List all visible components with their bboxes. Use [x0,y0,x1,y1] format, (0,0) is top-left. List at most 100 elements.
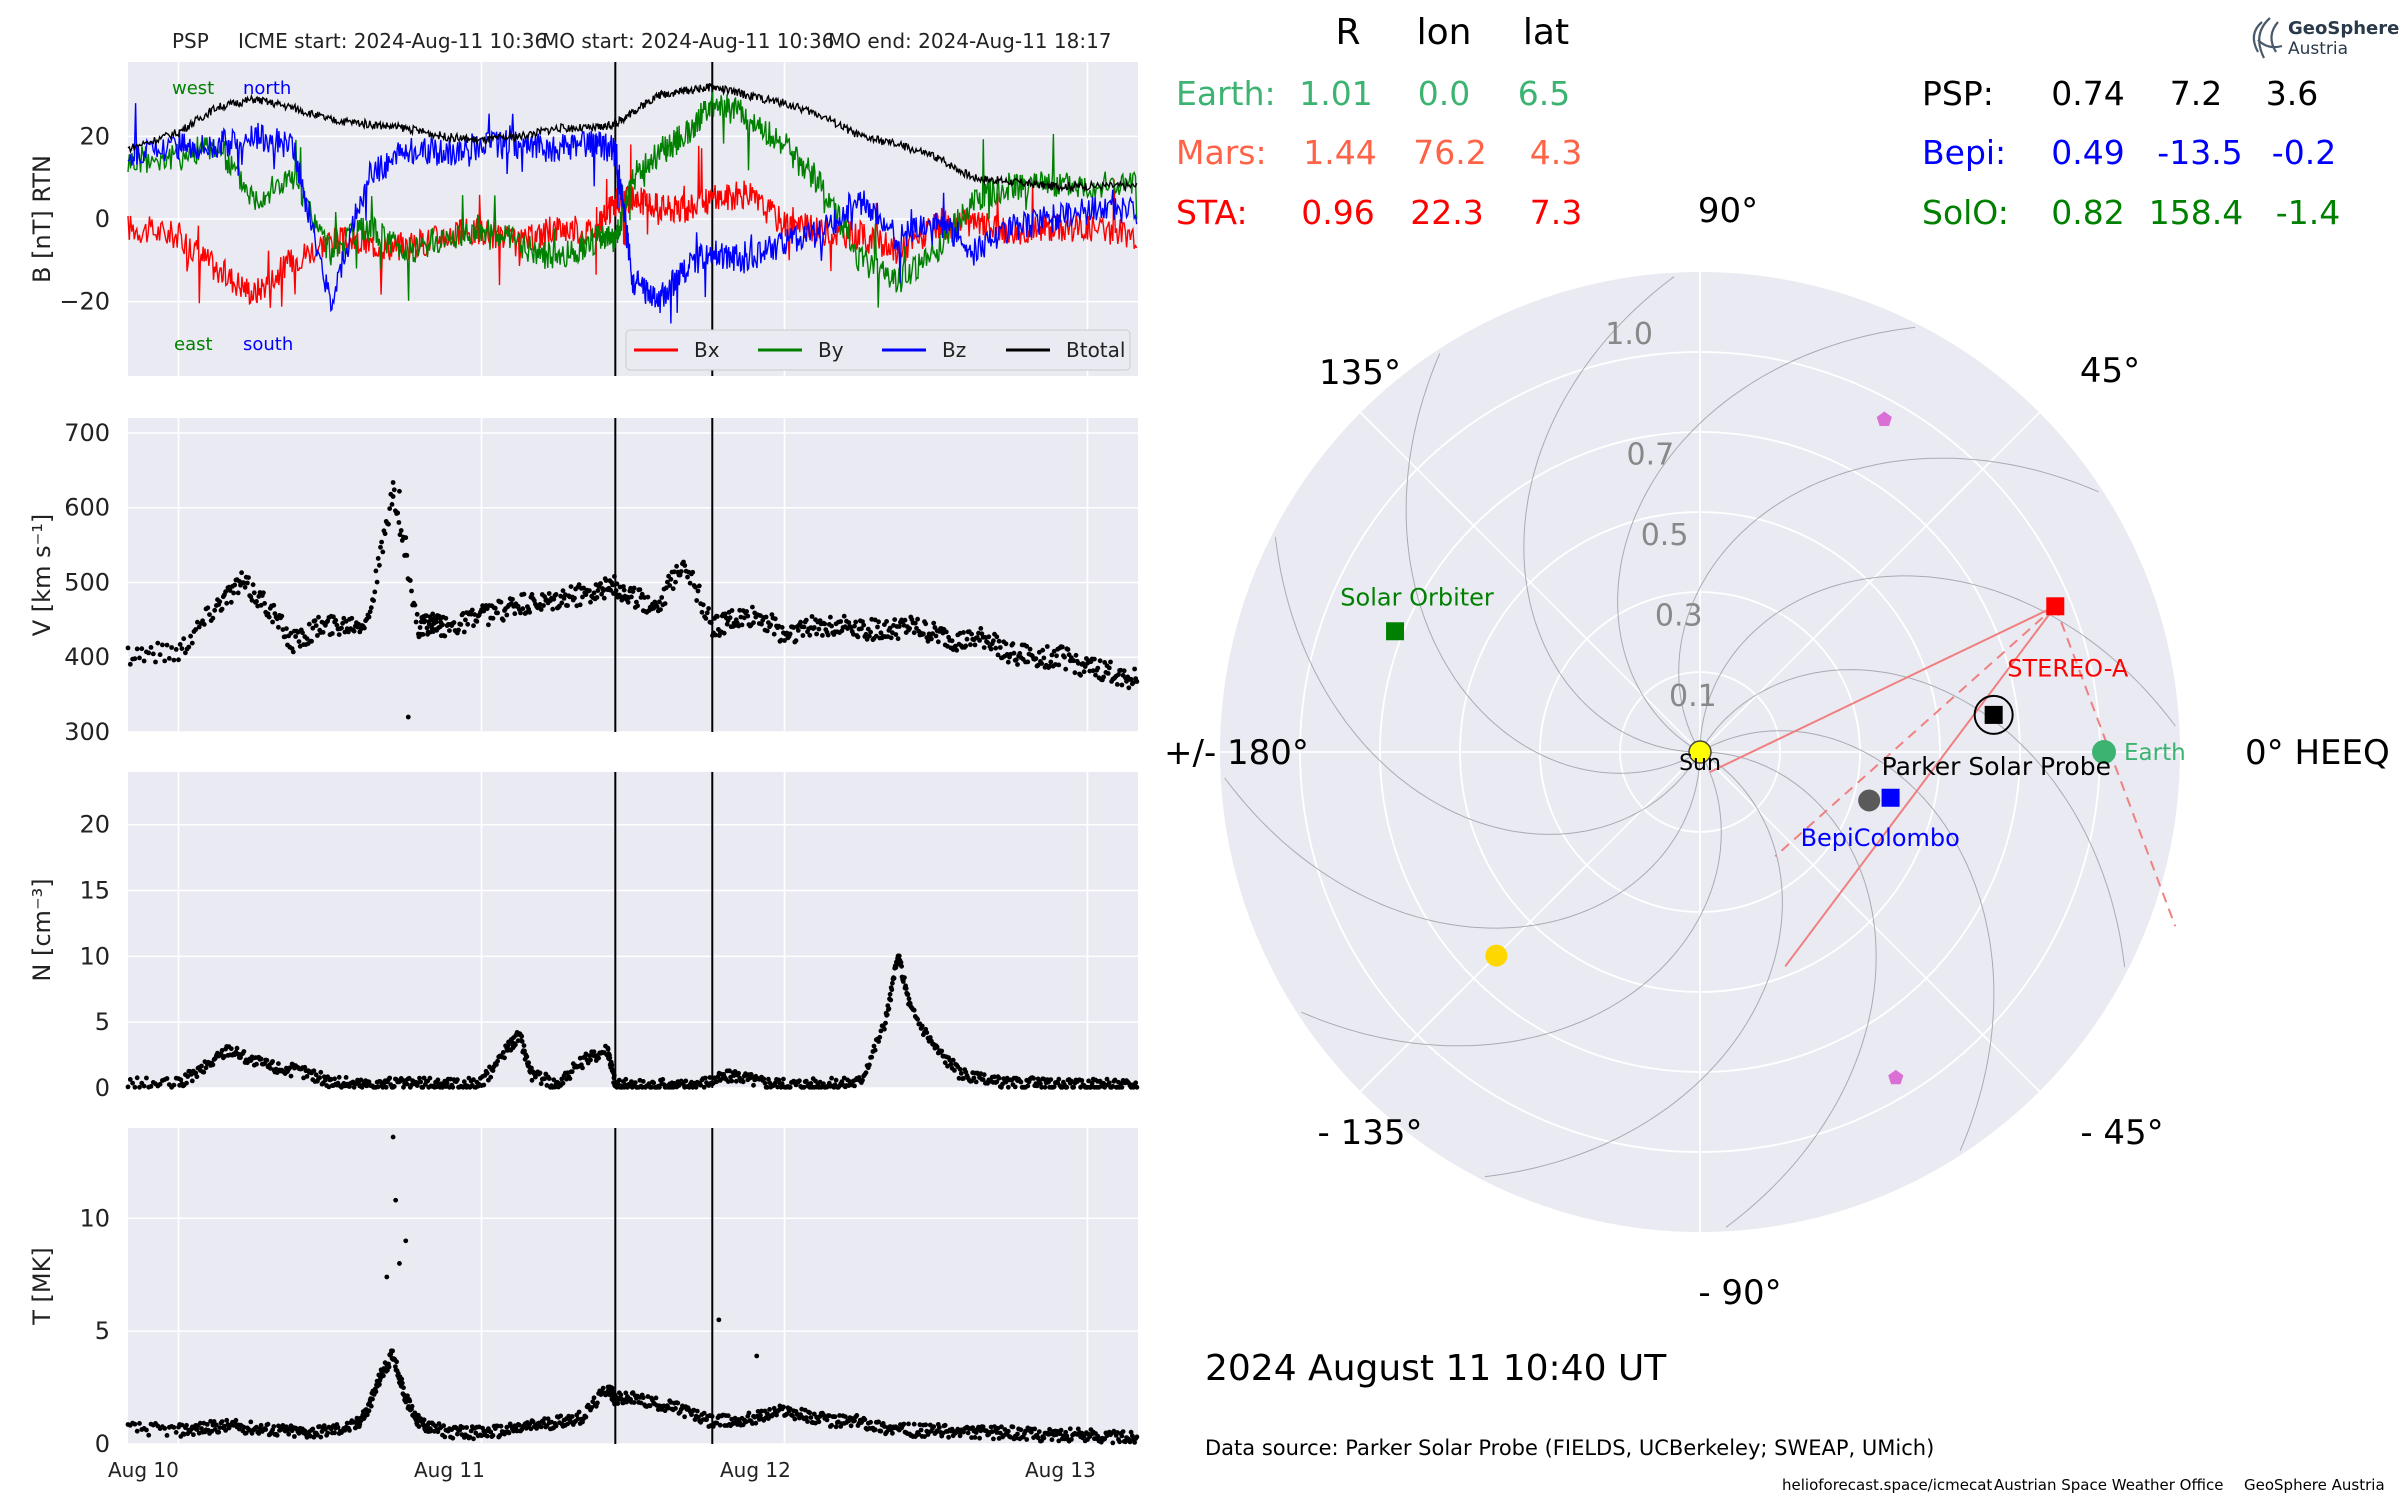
point-speed [1065,647,1071,652]
point-speed [309,638,314,644]
point-temperature [506,1430,512,1436]
point-temperature [931,1424,937,1429]
point-density [958,1071,964,1076]
row-mars-name: Mars: [1176,133,1267,172]
point-speed [625,599,631,605]
point-density [707,1075,713,1080]
point-density [519,1033,525,1039]
point-speed [1101,674,1106,680]
point-density [886,1006,892,1012]
point-temperature [498,1423,504,1429]
point-temperature [256,1431,262,1436]
row-psp-lon: 7.2 [2170,74,2222,113]
point-density [919,1023,925,1029]
point-speed [931,620,937,626]
point-speed [1092,656,1097,662]
point-temperature [862,1417,868,1422]
parker-spiral [1699,751,1877,1228]
point-density [1104,1076,1110,1082]
point-speed [396,520,402,525]
point-speed [1059,644,1065,650]
point-speed [954,647,960,653]
row-solo-lon: 158.4 [2149,193,2243,232]
point-temperature [409,1403,415,1409]
point-density [829,1075,834,1081]
point-density [1012,1084,1018,1090]
point-speed [828,614,833,620]
point-speed [921,631,926,637]
point-speed [200,618,206,624]
point-speed [413,619,419,625]
point-speed [943,629,949,635]
point-speed [935,639,941,645]
point-speed [671,569,677,575]
point-temperature [347,1428,352,1433]
point-speed [704,610,710,616]
point-speed [787,631,793,637]
point-speed [183,650,188,656]
point-speed [991,638,996,644]
point-density [733,1078,739,1084]
point-speed [504,612,510,618]
point-speed [744,609,749,614]
point-density [406,1075,412,1081]
point-density [559,1076,565,1082]
point-speed [1010,641,1016,647]
point-speed [768,622,774,628]
point-temperature [173,1430,179,1435]
point-speed [560,588,566,594]
point-speed [1027,646,1033,652]
bepicolombo-marker [1881,788,1900,807]
point-speed [169,645,175,650]
point-temperature [208,1418,214,1424]
point-temperature [323,1426,328,1432]
ylabel-density: N [cm⁻³] [28,878,56,981]
point-temperature [274,1432,280,1438]
point-speed [239,570,245,576]
point-speed [1082,664,1088,669]
point-speed [390,480,396,485]
point-speed [1090,668,1096,674]
point-speed [173,647,179,652]
header-icme-start: ICME start: 2024-Aug-11 10:36 [238,29,547,53]
psp-ring [1973,694,2014,735]
point-temperature [576,1409,582,1415]
parker-spiral [1699,669,2126,968]
point-temperature [248,1419,254,1425]
point-speed [171,657,177,663]
point-temperature [366,1408,372,1414]
point-speed [351,628,357,634]
point-speed [1015,662,1020,667]
point-speed [279,613,285,619]
point-temperature [1058,1427,1064,1433]
point-temperature [286,1431,292,1437]
point-temperature [701,1410,707,1416]
point-speed [981,645,987,650]
point-density [775,1084,780,1090]
polar-rtick: 1.0 [1605,317,1653,352]
point-temperature [1110,1440,1116,1446]
point-speed [366,614,372,620]
point-speed [601,588,606,593]
point-speed [316,614,321,620]
polar-angle-label: 45° [2080,351,2140,391]
point-speed [250,582,256,588]
polar-rtick: 0.5 [1641,518,1689,553]
point-temperature [922,1434,927,1439]
point-speed [634,599,639,605]
point-density [387,1075,393,1081]
ytick-magnetic-field: 0 [95,205,110,233]
point-temperature [405,1393,410,1399]
point-speed [382,531,388,537]
point-density [380,1084,386,1090]
point-density [588,1057,593,1063]
sun-marker [1688,740,1712,764]
point-temperature [872,1427,878,1433]
point-density [417,1075,422,1081]
point-speed [846,620,852,625]
point-density [1003,1079,1009,1085]
point-temperature [394,1359,399,1365]
logo-line2: Austria [2288,39,2348,59]
point-speed [313,623,319,628]
row-sta-name: STA: [1176,193,1248,232]
